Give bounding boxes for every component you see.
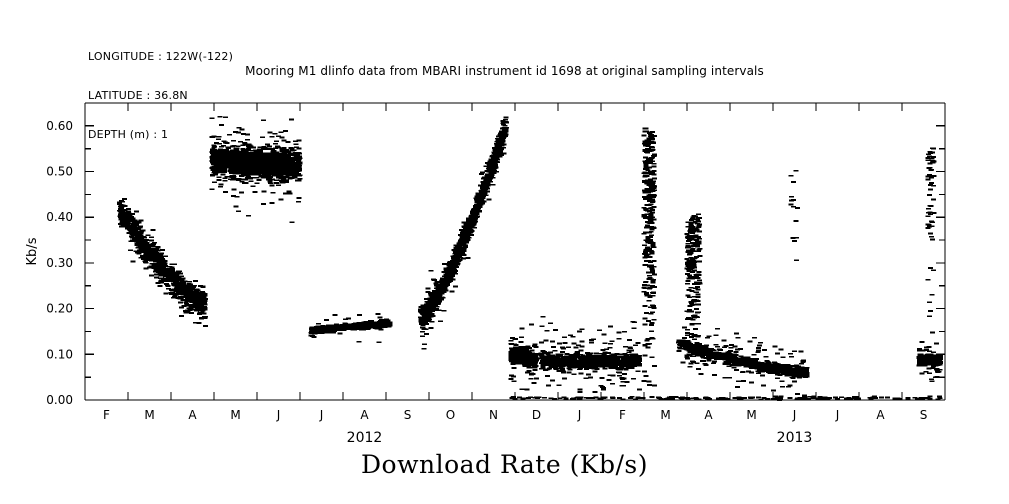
longitude-label: LONGITUDE : 122W(-122) — [88, 50, 234, 63]
data-point-layer — [117, 115, 944, 401]
x-axis-tick-label: A — [704, 408, 713, 422]
x-axis-tick-label: A — [188, 408, 197, 422]
y-axis-tick-label: 0.10 — [46, 347, 73, 361]
y-axis-tick-label: 0.20 — [46, 302, 73, 316]
x-axis-tick-label: J — [319, 408, 324, 422]
x-axis-tick-label: M — [144, 408, 154, 422]
x-axis-tick-label: M — [746, 408, 756, 422]
x-axis-tick-label: O — [446, 408, 455, 422]
x-axis-tick-label: A — [360, 408, 369, 422]
x-axis-tick-label: M — [660, 408, 670, 422]
x-axis-tick-label: F — [103, 408, 110, 422]
y-axis-tick-label: 0.40 — [46, 210, 73, 224]
x-axis-tick-label: A — [876, 408, 885, 422]
y-axis-tick-label: 0.30 — [46, 256, 73, 270]
x-axis-year-label: 2012 — [347, 430, 383, 446]
x-axis-tick-label: S — [404, 408, 412, 422]
x-axis-tick-label: J — [792, 408, 797, 422]
depth-label: DEPTH (m) : 1 — [88, 128, 169, 141]
chart-title: Mooring M1 dlinfo data from MBARI instru… — [245, 64, 764, 78]
x-axis-tick-label: F — [619, 408, 626, 422]
figure-caption: Download Rate (Kb/s) — [360, 450, 649, 479]
x-axis-tick-label: N — [489, 408, 498, 422]
y-axis-title: Kb/s — [25, 237, 40, 265]
x-axis-tick-label: M — [230, 408, 240, 422]
y-axis-tick-label: 0.00 — [46, 393, 73, 407]
x-axis-year-label: 2013 — [777, 430, 813, 446]
station-metadata: LONGITUDE : 122W(-122) LATITUDE : 36.8N … — [88, 24, 233, 167]
x-axis-tick-label: J — [577, 408, 582, 422]
x-axis-tick-label: J — [276, 408, 281, 422]
y-axis-tick-label: 0.50 — [46, 165, 73, 179]
x-axis-tick-label: S — [920, 408, 928, 422]
y-axis-tick-label: 0.60 — [46, 119, 73, 133]
x-axis-tick-label: J — [835, 408, 840, 422]
x-axis-tick-label: D — [532, 408, 541, 422]
latitude-label: LATITUDE : 36.8N — [88, 89, 188, 102]
